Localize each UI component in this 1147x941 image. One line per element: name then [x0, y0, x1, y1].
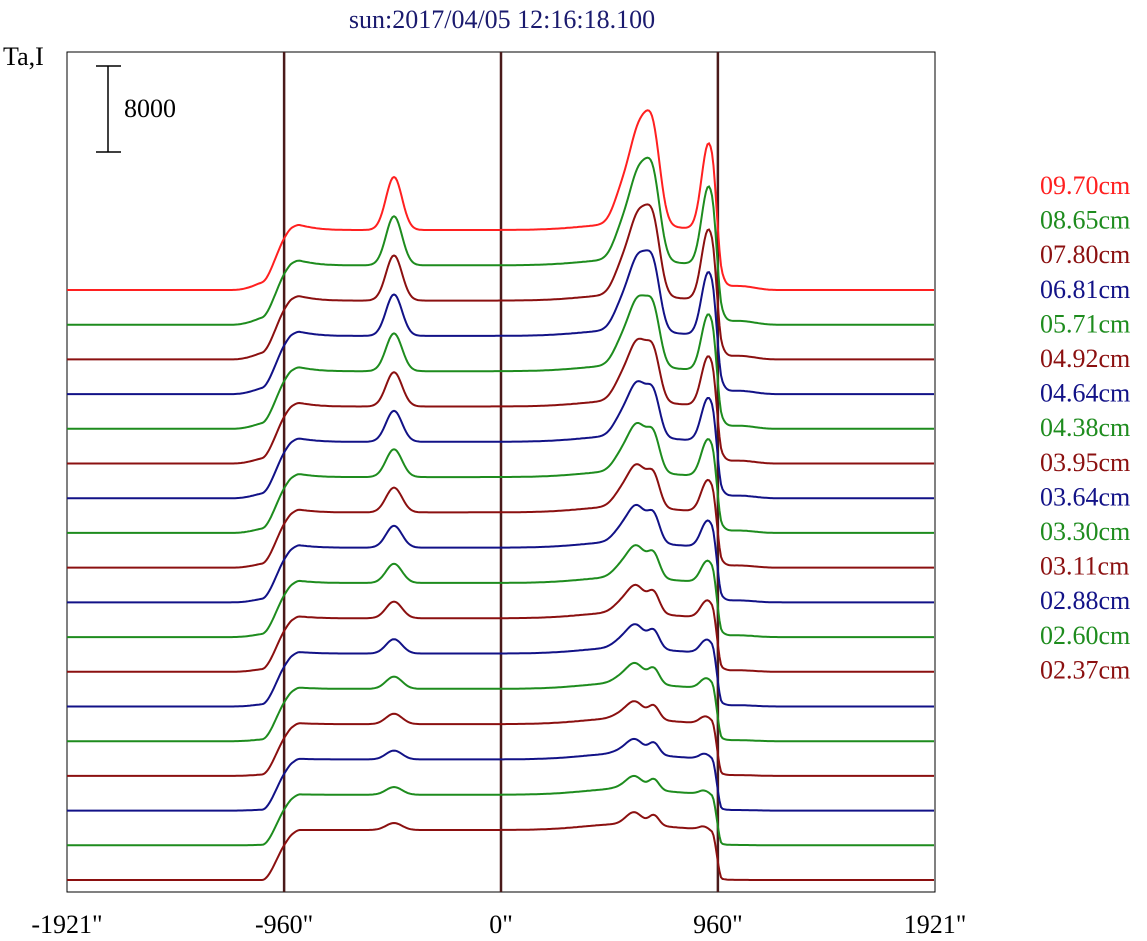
- x-tick-label: -960": [255, 910, 313, 939]
- series-line: [67, 156, 934, 326]
- series-line: [67, 544, 934, 639]
- legend-entry: 09.70cm: [1040, 171, 1130, 200]
- legend-entry: 03.95cm: [1040, 448, 1130, 477]
- legend-entry: 04.38cm: [1040, 413, 1130, 442]
- legend-entry: 02.88cm: [1040, 586, 1130, 615]
- legend-entry: 08.65cm: [1040, 206, 1130, 235]
- scale-bar: 8000: [96, 65, 176, 153]
- legend-entry: 03.64cm: [1040, 482, 1130, 511]
- series-line: [67, 737, 934, 812]
- x-tick-label: 1921": [904, 910, 967, 939]
- series-line: [67, 294, 934, 430]
- series-line: [67, 623, 934, 708]
- reference-lines: [282, 52, 720, 892]
- series-line: [67, 422, 934, 534]
- series-line: [67, 203, 934, 361]
- legend-entry: 06.81cm: [1040, 275, 1130, 304]
- x-tick-labels: -1921" -960" 0" 960" 1921": [31, 910, 966, 939]
- series-line: [67, 811, 934, 881]
- scale-bar-label: 8000: [124, 94, 176, 123]
- x-tick-label: 0": [489, 910, 513, 939]
- y-axis-label: Ta,I: [3, 42, 44, 71]
- series-line: [67, 463, 934, 569]
- legend: 09.70cm 08.65cm 07.80cm 06.81cm 05.71cm 04.92…: [1040, 171, 1130, 684]
- legend-entry: 07.80cm: [1040, 240, 1130, 269]
- legend-entry: 05.71cm: [1040, 309, 1130, 338]
- series-line: [67, 700, 934, 777]
- chart-title: sun:2017/04/05 12:16:18.100: [349, 5, 655, 34]
- series-line: [67, 661, 934, 743]
- legend-entry: 04.64cm: [1040, 379, 1130, 408]
- legend-entry: 03.30cm: [1040, 517, 1130, 546]
- series-line: [67, 380, 934, 500]
- legend-entry: 02.37cm: [1040, 655, 1130, 684]
- series-line: [67, 583, 934, 673]
- legend-entry: 03.11cm: [1040, 552, 1129, 581]
- series-line: [67, 109, 934, 291]
- series-line: [67, 774, 934, 847]
- x-tick-label: 960": [693, 910, 743, 939]
- legend-entry: 04.92cm: [1040, 344, 1130, 373]
- series-line: [67, 249, 934, 396]
- x-tick-label: -1921": [31, 910, 102, 939]
- legend-entry: 02.60cm: [1040, 621, 1130, 650]
- series-line: [67, 337, 934, 465]
- series-curves: [67, 109, 934, 881]
- series-line: [67, 503, 934, 604]
